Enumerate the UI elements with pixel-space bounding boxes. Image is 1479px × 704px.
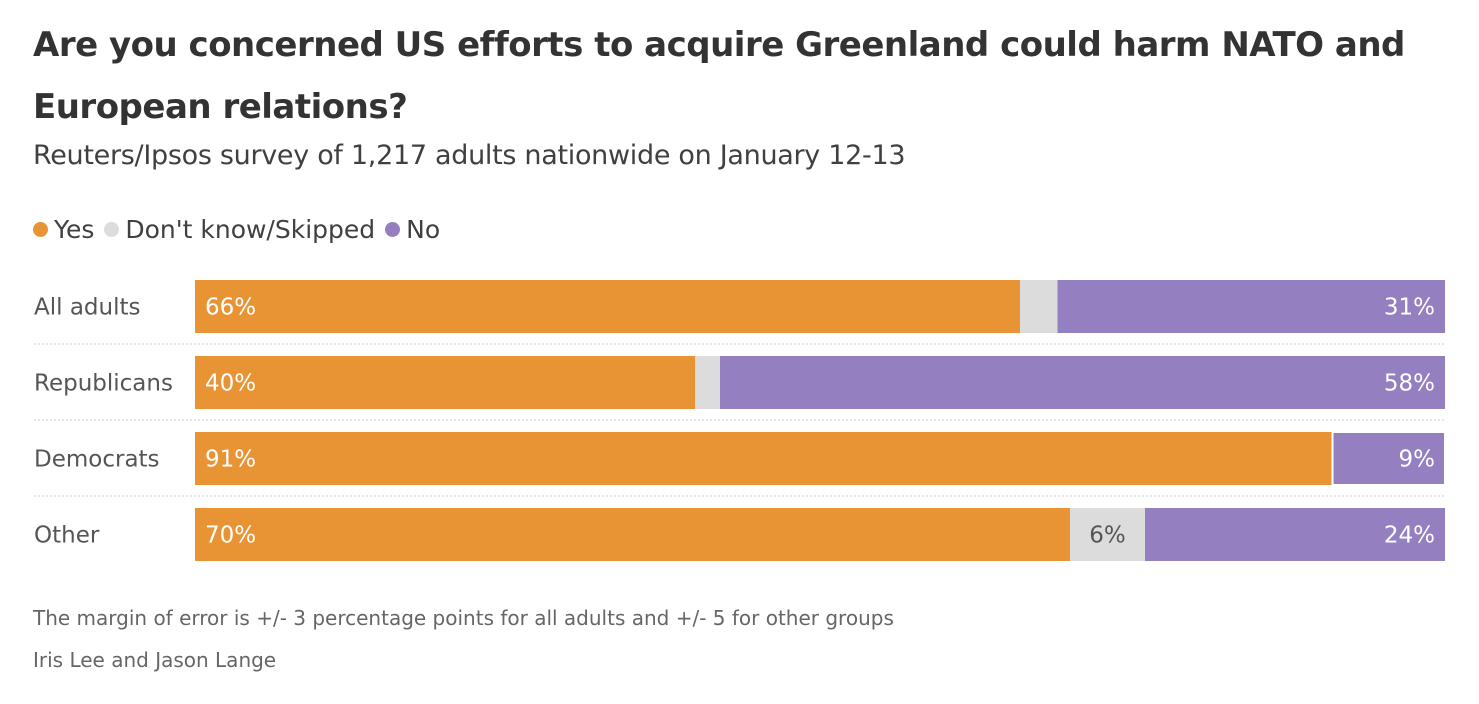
margin-note: The margin of error is +/- 3 percentage …: [33, 606, 894, 630]
bar-segment-don-t-know-skipped: [1070, 508, 1145, 561]
data-label: 31%: [1384, 295, 1435, 321]
data-label: 6%: [1089, 523, 1126, 549]
data-label: 40%: [205, 371, 256, 397]
category-label: Democrats: [34, 447, 160, 473]
legend-dot-no: [385, 222, 401, 237]
chart-subtitle: Reuters/Ipsos survey of 1,217 adults nat…: [33, 140, 906, 171]
bar-segment-yes: [195, 356, 695, 409]
legend-dot-dont-know: [104, 222, 120, 237]
bar-segment-yes: [195, 280, 1020, 333]
legend-item-no: No: [385, 215, 440, 244]
data-label: 58%: [1384, 371, 1435, 397]
data-label: 24%: [1384, 523, 1435, 549]
data-label: 70%: [205, 523, 256, 549]
legend-item-yes: Yes: [33, 215, 94, 244]
data-label: 91%: [205, 447, 256, 473]
bar-segment-don-t-know-skipped: [1020, 280, 1058, 333]
legend: Yes Don't know/Skipped No: [33, 215, 440, 244]
stacked-bar-chart: All adults 66% 31% Republicans 40% 58% Democra…: [34, 280, 1446, 561]
legend-label: Don't know/Skipped: [125, 215, 376, 244]
category-label: Other: [34, 523, 100, 549]
credit-note: Iris Lee and Jason Lange: [33, 648, 277, 672]
chart-title: Are you concerned US efforts to acquire …: [33, 25, 1405, 127]
legend-dot-yes: [33, 222, 48, 237]
legend-label: No: [406, 215, 441, 244]
bar-segment-no: [1057, 280, 1445, 333]
bar-segment-yes: [195, 508, 1070, 561]
bar-segment-no: [720, 356, 1445, 409]
legend-label: Yes: [54, 215, 95, 244]
data-label: 9%: [1399, 447, 1436, 473]
category-label: Republicans: [34, 371, 173, 397]
bar-segment-no: [1145, 508, 1445, 561]
bar-segment-yes: [195, 432, 1333, 485]
category-label: All adults: [34, 295, 141, 321]
legend-item-dont-know: Don't know/Skipped: [104, 215, 375, 244]
bar-segment-don-t-know-skipped: [695, 356, 720, 409]
data-label: 66%: [205, 295, 256, 321]
bar-segment-no: [1331, 431, 1446, 486]
